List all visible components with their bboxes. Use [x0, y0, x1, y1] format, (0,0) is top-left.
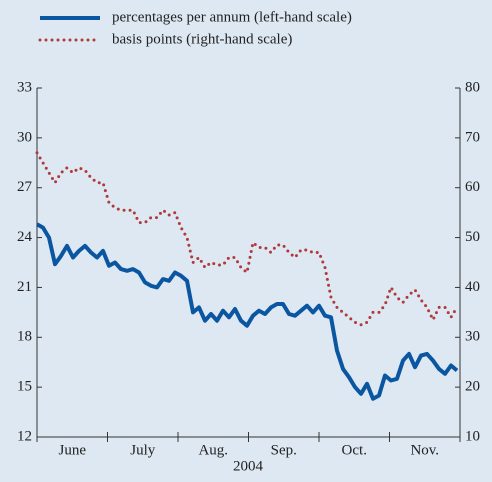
series-line	[36, 222, 459, 401]
y-tick-label: 30	[17, 129, 32, 145]
y-tick-label: 27	[17, 179, 33, 195]
x-tick-label: June	[59, 442, 87, 458]
x-tick-label: Aug.	[198, 442, 228, 458]
y-tick-label: 15	[17, 379, 32, 395]
x-axis-label: 2004	[233, 458, 264, 474]
y2-tick-label: 60	[465, 179, 480, 195]
x-tick-label: July	[130, 442, 156, 458]
legend-label: basis points (right-hand scale)	[112, 31, 292, 47]
y2-tick-label: 40	[465, 279, 480, 295]
y-tick-label: 18	[17, 329, 32, 345]
x-tick-label: Sep.	[271, 442, 297, 458]
y2-tick-label: 70	[465, 129, 480, 145]
y-tick-label: 33	[17, 79, 32, 95]
y-tick-label: 24	[17, 229, 33, 245]
y2-tick-label: 50	[465, 229, 480, 245]
series-line	[35, 151, 459, 327]
y2-tick-label: 30	[465, 329, 480, 345]
y-tick-label: 21	[17, 279, 32, 295]
y2-tick-label: 80	[465, 79, 480, 95]
y-tick-label: 12	[17, 428, 32, 444]
y2-tick-label: 20	[465, 379, 480, 395]
y2-tick-label: 10	[465, 428, 480, 444]
x-tick-label: Nov.	[410, 442, 439, 458]
x-tick-label: Oct.	[342, 442, 367, 458]
legend-label: percentages per annum (left-hand scale)	[112, 9, 352, 25]
